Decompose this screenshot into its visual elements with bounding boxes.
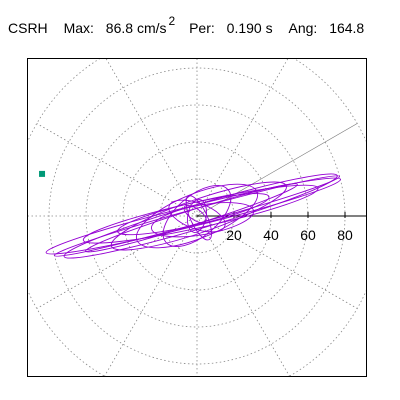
grid-spoke-150 <box>36 123 198 217</box>
orbit-trace-8 <box>151 202 255 238</box>
max-value: 86.8 <box>105 19 134 36</box>
max-label: Max: <box>63 19 94 36</box>
orbit-trace-7 <box>135 183 259 249</box>
radial-tick-labels: 20 40 60 80 <box>226 227 353 243</box>
max-unit-text: cm/s <box>136 19 167 36</box>
orbit-trace-6 <box>117 193 270 236</box>
per-value: 0.190 s <box>226 19 273 36</box>
title-bar: CSRH Max: 86.8 cm/s 2 Per: 0.190 s Ang: 1… <box>8 14 364 37</box>
max-marker-layer <box>39 170 46 177</box>
ang-label: Ang: <box>288 19 318 36</box>
orbit-trace-13 <box>183 204 207 224</box>
grid-spoke-210 <box>36 215 198 309</box>
grid-spoke-120 <box>105 59 198 217</box>
orbit-traces <box>45 173 341 259</box>
grid-spoke-60 <box>196 59 289 217</box>
station-label: CSRH <box>8 19 48 36</box>
per-label: Per: <box>189 19 215 36</box>
tick-label-80: 80 <box>337 227 353 243</box>
ang-value: 164.8 <box>329 19 365 36</box>
tick-label-20: 20 <box>226 227 242 243</box>
plot-frame <box>27 58 367 377</box>
max-unit-exponent: 2 <box>168 14 176 28</box>
max-marker <box>39 170 46 177</box>
tick-label-40: 40 <box>263 227 279 243</box>
orbit-trace-10 <box>168 199 226 233</box>
max-unit: cm/s 2 <box>137 14 175 37</box>
orbit-trace-5 <box>110 181 287 251</box>
grid-spoke-330 <box>196 215 358 309</box>
orbit-trace-2 <box>63 173 338 259</box>
grid-spoke-240 <box>104 215 198 376</box>
tick-label-60: 60 <box>300 227 316 243</box>
orbit-trace-4 <box>85 183 298 253</box>
grid-spoke-300 <box>196 215 290 376</box>
